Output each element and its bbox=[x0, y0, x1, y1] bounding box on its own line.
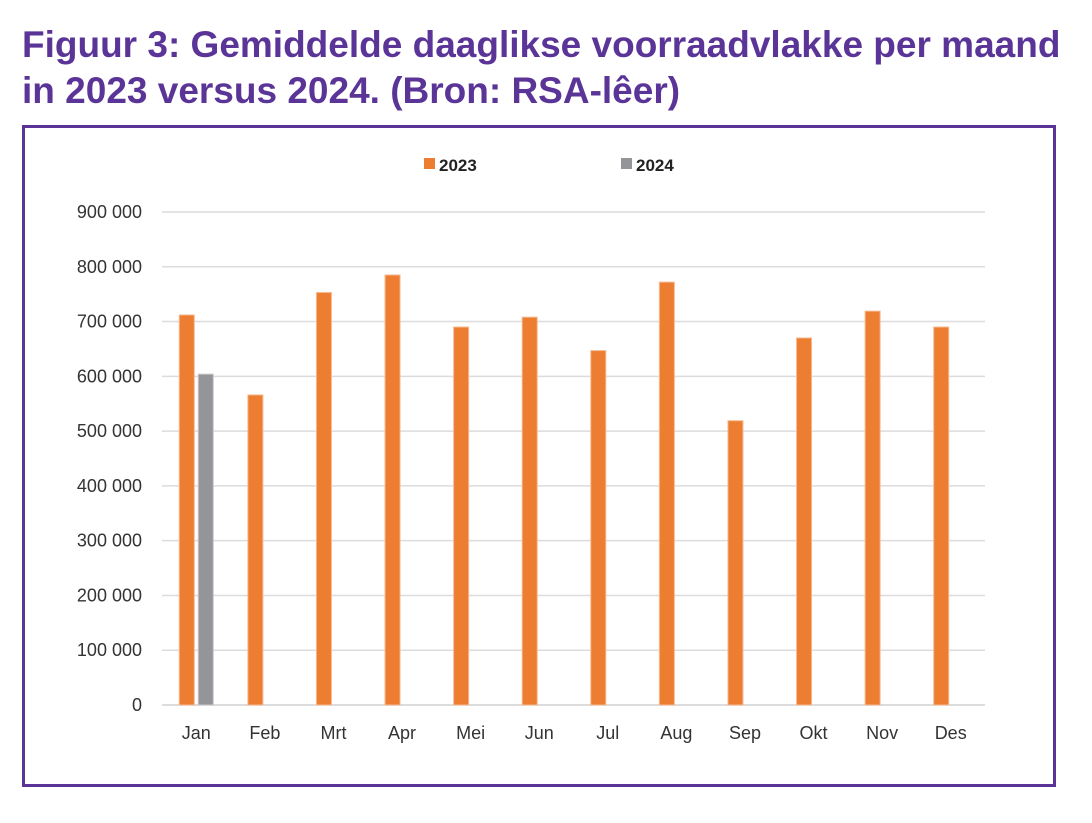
figure-title: Figuur 3: Gemiddelde daaglikse voorraadv… bbox=[22, 24, 1061, 111]
bar-2023-Sep bbox=[727, 420, 744, 706]
y-tick-label: 300 000 bbox=[77, 531, 142, 551]
legend-swatch-2024 bbox=[621, 158, 632, 169]
y-tick-label: 900 000 bbox=[77, 202, 142, 222]
y-tick-label: 800 000 bbox=[77, 257, 142, 277]
bar-2023-Jan bbox=[178, 314, 195, 706]
y-tick-label: 700 000 bbox=[77, 312, 142, 332]
x-tick-label: Apr bbox=[388, 723, 416, 743]
y-tick-label: 100 000 bbox=[77, 640, 142, 660]
x-tick-label: Sep bbox=[729, 723, 761, 743]
y-tick-label: 600 000 bbox=[77, 366, 142, 386]
y-tick-label: 200 000 bbox=[77, 585, 142, 605]
bar-2023-Nov bbox=[864, 310, 881, 706]
bar-2023-Apr bbox=[384, 274, 401, 706]
bar-2023-Aug bbox=[658, 281, 675, 706]
legend-label-2023: 2023 bbox=[439, 156, 477, 175]
x-tick-label: Mei bbox=[456, 723, 485, 743]
x-tick-label: Aug bbox=[660, 723, 692, 743]
chart-frame bbox=[22, 125, 1056, 787]
x-tick-label: Jun bbox=[525, 723, 554, 743]
bar-2024-Jan bbox=[197, 373, 214, 706]
bar-2023-Feb bbox=[247, 394, 264, 706]
x-tick-label: Nov bbox=[866, 723, 898, 743]
y-tick-label: 400 000 bbox=[77, 476, 142, 496]
x-tick-label: Jul bbox=[596, 723, 619, 743]
x-tick-label: Feb bbox=[249, 723, 280, 743]
y-tick-label: 500 000 bbox=[77, 421, 142, 441]
x-tick-label: Okt bbox=[800, 723, 828, 743]
bar-2023-Jul bbox=[590, 350, 607, 706]
bar-2023-Okt bbox=[796, 337, 813, 706]
bar-2023-Des bbox=[933, 326, 950, 706]
legend-swatch-2023 bbox=[424, 158, 435, 169]
bar-2023-Mei bbox=[453, 326, 470, 706]
y-tick-label: 0 bbox=[132, 695, 142, 715]
legend-label-2024: 2024 bbox=[636, 156, 674, 175]
x-tick-label: Jan bbox=[182, 723, 211, 743]
bar-2023-Jun bbox=[521, 316, 538, 706]
x-tick-label: Des bbox=[935, 723, 967, 743]
x-tick-label: Mrt bbox=[320, 723, 346, 743]
bar-2023-Mrt bbox=[315, 292, 332, 706]
